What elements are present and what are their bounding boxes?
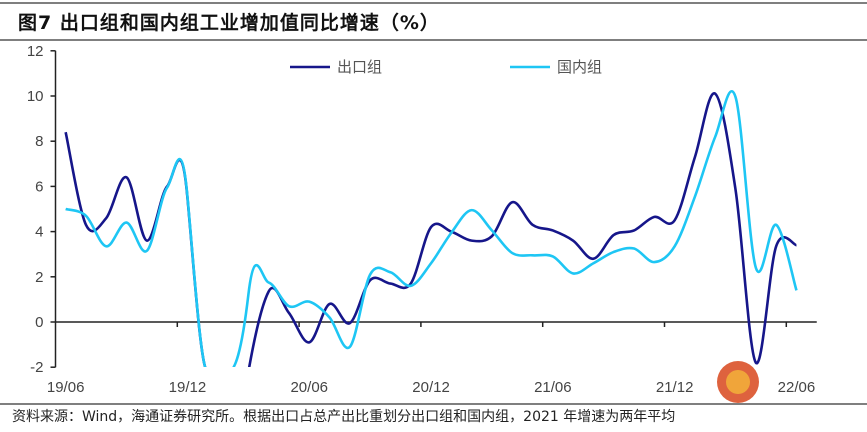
bottom-rule xyxy=(0,403,867,405)
title-rule xyxy=(0,39,867,41)
top-rule xyxy=(0,2,867,4)
y-tick-label: 10 xyxy=(27,88,44,105)
x-tick-label: 20/12 xyxy=(412,379,450,396)
legend: 出口组 国内组 xyxy=(290,58,602,76)
watermark-logo xyxy=(717,361,759,403)
y-tick-label: 2 xyxy=(35,269,43,286)
x-tick-label: 19/12 xyxy=(169,379,207,396)
legend-label-domestic: 国内组 xyxy=(557,58,602,76)
y-tick-label: 0 xyxy=(35,314,43,331)
y-tick-label: 8 xyxy=(35,133,43,150)
y-tick-label: -2 xyxy=(30,359,43,376)
x-tick-label: 22/06 xyxy=(778,379,816,396)
source-note: 资料来源：Wind，海通证券研究所。根据出口占总产出比重划分出口组和国内组，20… xyxy=(12,409,676,425)
series-line-domestic xyxy=(65,89,798,367)
legend-label-export: 出口组 xyxy=(337,58,382,76)
y-tick-label: 12 xyxy=(27,43,44,60)
chart-title: 图7 出口组和国内组工业增加值同比增速（%） xyxy=(18,12,440,34)
x-tick-label: 19/06 xyxy=(47,379,85,396)
x-tick-label: 20/06 xyxy=(290,379,328,396)
y-tick-label: 4 xyxy=(35,224,43,241)
x-tick-label: 21/12 xyxy=(656,379,694,396)
y-tick-label: 6 xyxy=(35,178,43,195)
x-tick-label: 21/06 xyxy=(534,379,572,396)
series-line-export xyxy=(64,92,797,367)
line-chart: -2 0 2 4 6 8 10 12 19/06 19/12 20/06 20/12 21/06 21/1… xyxy=(27,43,817,396)
